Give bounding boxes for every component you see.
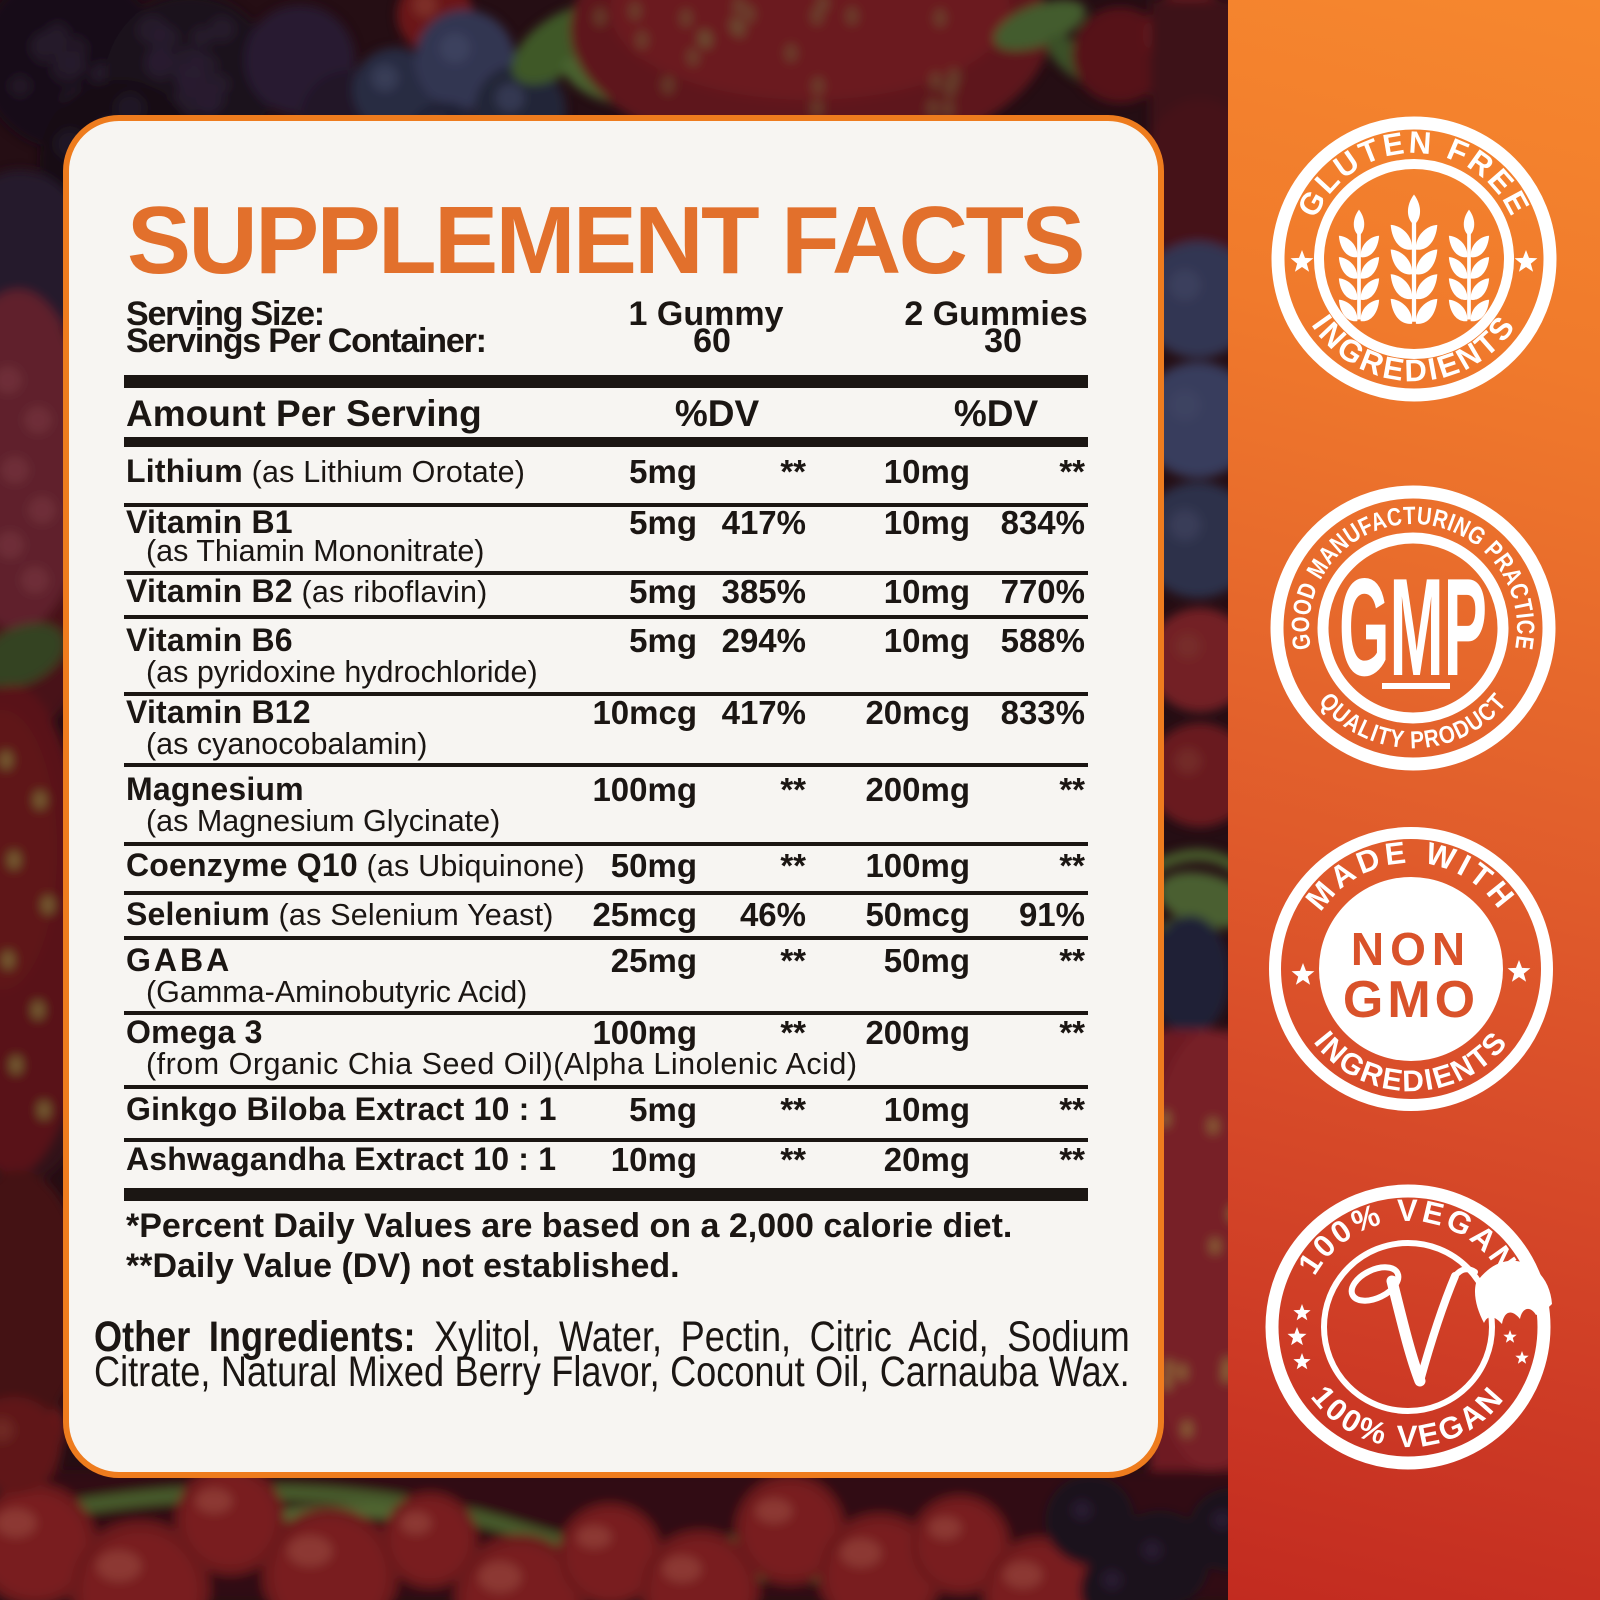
svg-text:GMO: GMO — [1343, 971, 1479, 1029]
svg-text:100% VEGAN: 100% VEGAN — [1291, 1193, 1525, 1280]
svg-text:GMP: GMP — [1339, 550, 1487, 705]
svg-text:NON: NON — [1351, 923, 1471, 975]
